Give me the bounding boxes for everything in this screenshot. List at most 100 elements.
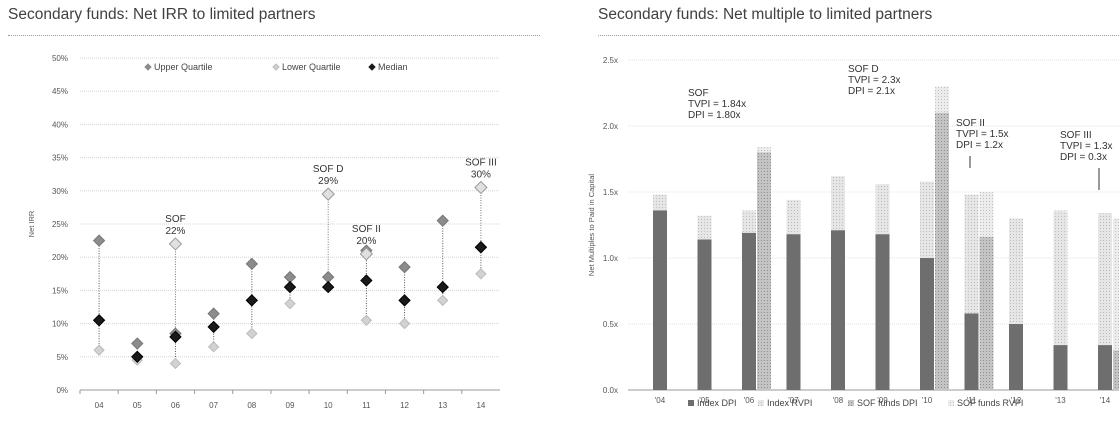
irr-upper-quartile-point	[207, 307, 220, 320]
irr-y-tick: 35%	[52, 154, 68, 163]
irr-sof-point	[359, 247, 374, 261]
mult-y-tick: 0.5x	[603, 320, 618, 329]
mult-index-dpi-bar	[875, 234, 890, 390]
mult-legend-label: Index DPI	[697, 398, 737, 408]
mult-index-dpi-bar	[697, 239, 712, 390]
mult-y-tick: 2.0x	[603, 122, 618, 131]
irr-lower-quartile-point	[207, 341, 220, 353]
mult-x-tick: '08	[833, 396, 844, 405]
mult-sof-rvpi-bar	[979, 192, 994, 237]
mult-legend-swatch	[758, 400, 764, 406]
mult-x-tick: '12	[1011, 396, 1022, 405]
irr-lower-quartile-point	[246, 327, 258, 340]
mult-annotation-line: TVPI = 2.3x	[848, 75, 901, 86]
irr-y-tick: 20%	[52, 253, 68, 262]
mult-legend-label: Index RVPI	[767, 398, 812, 408]
mult-index-dpi-bar	[1009, 324, 1023, 390]
mult-index-dpi-bar	[1098, 345, 1112, 390]
mult-index-dpi-bar	[786, 234, 801, 390]
mult-index-rvpi-bar	[786, 199, 801, 235]
irr-median-point	[321, 280, 335, 294]
mult-legend-swatch	[688, 400, 694, 406]
irr-sof-label: SOF	[165, 214, 186, 225]
irr-upper-quartile-point	[436, 214, 449, 227]
multiple-chart-title: Secondary funds: Net multiple to limited…	[598, 6, 933, 23]
irr-y-tick: 45%	[52, 87, 68, 96]
irr-y-tick: 10%	[52, 320, 68, 329]
irr-y-tick: 25%	[52, 220, 68, 229]
multiple-title-divider	[598, 35, 1119, 36]
irr-x-tick: 05	[133, 401, 142, 410]
irr-median-point	[92, 314, 106, 327]
irr-legend-marker	[368, 63, 376, 71]
irr-sof-point	[168, 237, 183, 251]
irr-sof-label: 20%	[356, 236, 376, 247]
irr-sof-point	[474, 180, 488, 195]
irr-lower-quartile-point	[169, 357, 182, 370]
irr-upper-quartile-point	[398, 260, 411, 274]
mult-index-dpi-bar	[1053, 345, 1068, 390]
irr-legend-label: Median	[378, 62, 408, 72]
irr-upper-quartile-point	[92, 234, 106, 247]
irr-x-tick: 11	[362, 401, 371, 410]
mult-x-tick: '06	[744, 396, 755, 405]
irr-upper-quartile-point	[245, 257, 259, 271]
irr-upper-quartile-point	[131, 337, 144, 350]
mult-index-rvpi-bar	[697, 215, 712, 240]
mult-y-tick: 1.0x	[603, 254, 618, 263]
mult-x-tick: '10	[922, 396, 933, 405]
irr-lower-quartile-point	[398, 317, 411, 330]
mult-x-tick: '09	[877, 396, 888, 405]
irr-y-tick: 15%	[52, 286, 68, 295]
mult-index-dpi-bar	[831, 230, 845, 390]
irr-median-point	[131, 350, 144, 364]
mult-sof-rvpi-bar	[935, 86, 949, 113]
irr-x-tick: 10	[324, 401, 333, 410]
irr-legend-marker	[272, 63, 280, 71]
irr-x-tick: 13	[438, 401, 447, 410]
irr-x-tick: 09	[286, 401, 295, 410]
mult-index-rvpi-bar	[920, 181, 934, 258]
irr-median-point	[169, 330, 182, 344]
irr-title-divider	[8, 35, 540, 36]
irr-chart-panel: Secondary funds: Net IRR to limited part…	[0, 0, 548, 432]
mult-sof-dpi-bar	[1113, 350, 1119, 390]
mult-index-rvpi-bar	[1053, 210, 1068, 346]
mult-sof-rvpi-bar	[757, 147, 771, 153]
irr-x-tick: 14	[476, 401, 485, 410]
mult-sof-rvpi-bar	[1113, 218, 1119, 351]
mult-y-axis-label: Net Multiples to Paid in Capital	[587, 174, 596, 276]
multiple-chart-svg: 0.0x 0.5x 1.0x 1.5x 2.0x 2.5x Net Multiples to…	[587, 56, 1119, 408]
irr-x-tick: 08	[247, 401, 256, 410]
irr-lower-quartile-point	[475, 268, 487, 280]
mult-annotation-line: DPI = 1.2x	[956, 140, 1003, 151]
irr-legend-label: Upper Quartile	[154, 62, 213, 72]
mult-index-rvpi-bar	[831, 176, 845, 231]
mult-sof-dpi-bar	[935, 112, 949, 391]
mult-index-rvpi-bar	[875, 184, 890, 235]
mult-index-dpi-bar	[920, 258, 934, 390]
mult-x-tick: '11	[967, 396, 977, 405]
mult-annotation-line: SOF III	[1060, 130, 1092, 141]
mult-annotation-line: TVPI = 1.3x	[1060, 141, 1113, 152]
mult-index-dpi-bar	[964, 313, 979, 390]
irr-y-tick: 40%	[52, 120, 68, 129]
irr-y-axis-label: Net IRR	[27, 210, 36, 237]
mult-y-tick: 1.5x	[603, 188, 618, 197]
mult-sof-dpi-bar	[757, 152, 771, 390]
irr-y-tick: 5%	[56, 353, 68, 362]
irr-y-tick: 30%	[52, 187, 68, 196]
mult-x-tick: '07	[788, 396, 799, 405]
irr-sof-point	[321, 187, 335, 201]
mult-y-tick: 2.5x	[603, 56, 618, 65]
mult-annotation-line: DPI = 2.1x	[848, 86, 895, 97]
mult-annotation-line: TVPI = 1.5x	[956, 129, 1009, 140]
mult-index-rvpi-bar	[964, 194, 979, 314]
mult-x-tick: '04	[655, 396, 666, 405]
mult-index-rvpi-bar	[1009, 218, 1023, 324]
irr-lower-quartile-point	[284, 297, 296, 310]
mult-index-rvpi-bar	[1098, 213, 1112, 346]
irr-x-tick: 04	[95, 401, 104, 410]
irr-median-point	[283, 280, 297, 294]
irr-median-point	[474, 241, 488, 254]
